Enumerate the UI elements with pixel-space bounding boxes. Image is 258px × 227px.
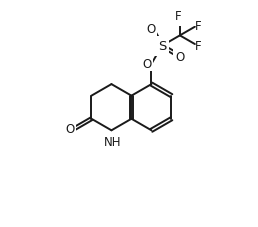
Text: O: O — [65, 123, 75, 136]
Text: F: F — [195, 20, 201, 32]
Text: F: F — [195, 40, 201, 53]
Text: O: O — [175, 51, 184, 64]
Text: F: F — [175, 10, 182, 23]
Text: O: O — [142, 57, 151, 70]
Text: NH: NH — [103, 135, 121, 148]
Text: S: S — [158, 40, 166, 53]
Text: O: O — [146, 23, 155, 36]
